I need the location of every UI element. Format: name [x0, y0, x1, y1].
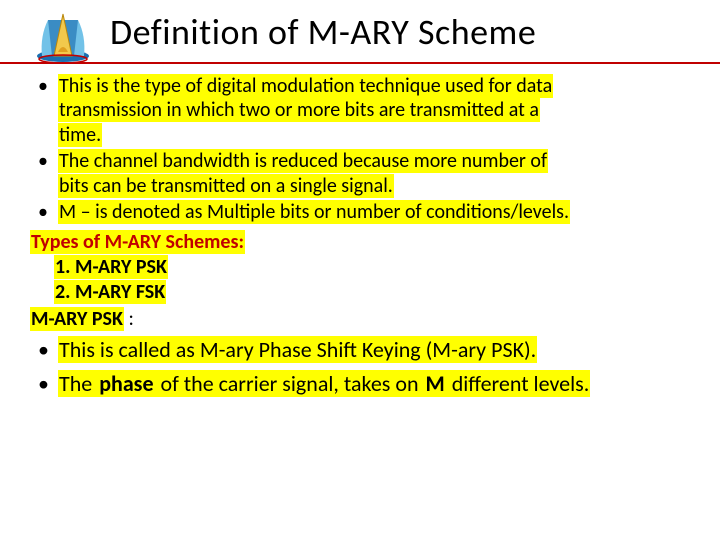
- bullet-1: This is the type of digital modulation t…: [58, 74, 700, 147]
- types-heading: Types of M-ARY Schemes:: [30, 230, 700, 254]
- slide: Definition of M-ARY Scheme This is the t…: [0, 0, 720, 540]
- slide-title: Definition of M-ARY Scheme: [110, 10, 700, 54]
- bullet-3: M – is denoted as Multiple bits or numbe…: [58, 200, 700, 224]
- university-logo: [34, 6, 92, 64]
- type-item-2: 2. M-ARY FSK: [54, 280, 700, 305]
- psk-bullet-1: This is called as M-ary Phase Shift Keyi…: [58, 335, 700, 365]
- title-underline: [0, 62, 720, 64]
- psk-bullet-2: The phase of the carrier signal, takes o…: [58, 369, 700, 399]
- bullet-list-1: This is the type of digital modulation t…: [30, 74, 700, 224]
- slide-body: This is the type of digital modulation t…: [30, 74, 700, 403]
- bullet-2: The channel bandwidth is reduced because…: [58, 149, 700, 198]
- bullet-list-2: This is called as M-ary Phase Shift Keyi…: [30, 335, 700, 398]
- type-item-1: 1. M-ARY PSK: [54, 255, 700, 280]
- mary-psk-heading: M-ARY PSK :: [30, 307, 700, 331]
